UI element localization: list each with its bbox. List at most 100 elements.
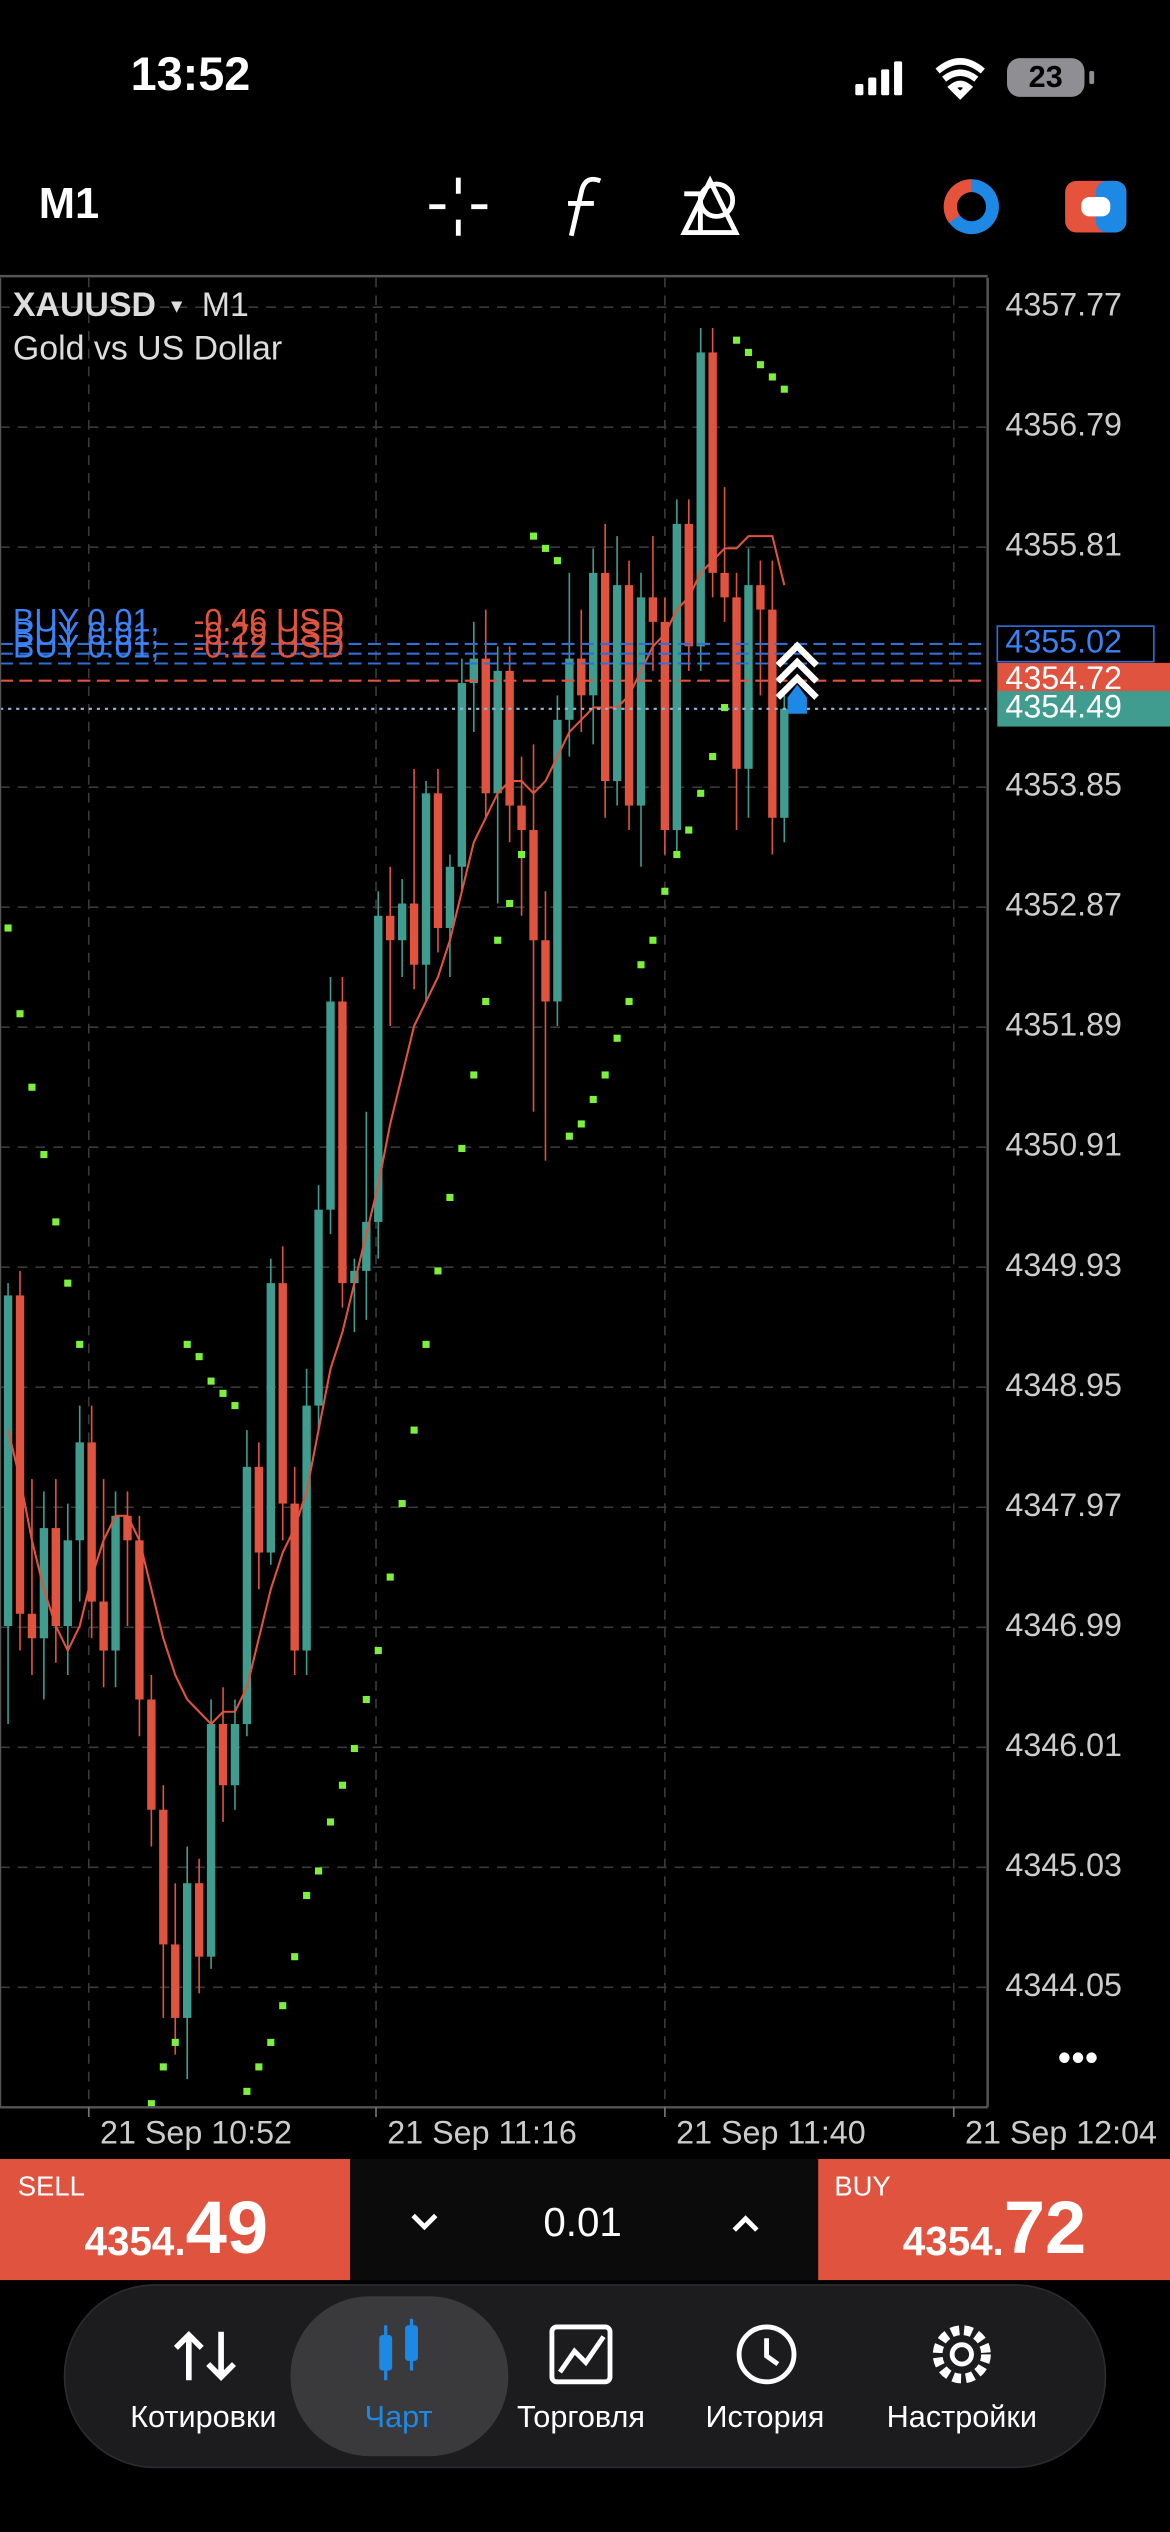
sar-dot bbox=[744, 348, 753, 356]
candle-body bbox=[780, 708, 789, 818]
indicators-button[interactable] bbox=[568, 176, 602, 237]
candle-body bbox=[99, 1601, 108, 1651]
tab-selected bbox=[290, 2296, 509, 2457]
sell-button[interactable] bbox=[0, 2158, 351, 2281]
candle-body bbox=[242, 1466, 252, 1725]
candle-body bbox=[481, 658, 490, 794]
tab-settings[interactable]: Настройки bbox=[887, 2400, 1037, 2434]
sar-dot bbox=[625, 997, 633, 1006]
sar-dot bbox=[506, 899, 514, 908]
candle-body bbox=[135, 1540, 144, 1700]
chart[interactable]: BUY 0.01, -0.46 USD BUY 0.01, -0.29 USD BUY … bbox=[0, 277, 988, 2108]
history-icon bbox=[736, 2324, 797, 2385]
signals-icon bbox=[956, 192, 987, 222]
bid-price-box bbox=[997, 691, 1170, 727]
candle-body bbox=[230, 1724, 240, 1786]
trade-icon bbox=[1081, 197, 1111, 217]
ask-price-label: 4354.72 bbox=[1005, 660, 1122, 696]
sar-dot bbox=[362, 1695, 370, 1704]
y-tick-label: 4346.01 bbox=[1005, 1727, 1122, 1763]
chart-description: Gold vs US Dollar bbox=[13, 329, 282, 367]
buy-price-main: 4354. bbox=[903, 2218, 1004, 2264]
volume-value[interactable]: 0.01 bbox=[543, 2199, 622, 2245]
trade-icon bbox=[549, 2324, 613, 2385]
tab-quotes[interactable]: Котировки bbox=[130, 2400, 276, 2434]
more-button[interactable]: ••• bbox=[1058, 2037, 1099, 2080]
battery-tip bbox=[1089, 71, 1095, 84]
chart-symbol[interactable]: XAUUSD bbox=[13, 286, 156, 324]
signals-icon bbox=[943, 179, 972, 223]
candle-body bbox=[744, 585, 753, 769]
order-side: BUY 0.01, bbox=[13, 628, 159, 664]
candle-body bbox=[302, 1405, 311, 1651]
bid-price-label: 4354.49 bbox=[1005, 688, 1122, 724]
sar-dot bbox=[589, 1095, 597, 1104]
sar-dot bbox=[553, 557, 561, 565]
sar-dot bbox=[458, 1144, 466, 1152]
tab-chart[interactable]: Чарт bbox=[365, 2400, 433, 2434]
candle-body bbox=[732, 597, 741, 769]
arrow-icon bbox=[787, 684, 807, 714]
history-icon bbox=[764, 2338, 780, 2367]
symbol-caret[interactable]: ▾ bbox=[171, 293, 183, 318]
candle-body bbox=[254, 1466, 264, 1553]
candle-body bbox=[39, 1528, 49, 1639]
y-tick-label: 4349.93 bbox=[1005, 1247, 1122, 1283]
sar-dot bbox=[410, 1426, 418, 1434]
candle-body bbox=[397, 903, 407, 941]
timeframe-button[interactable]: M1 bbox=[39, 180, 100, 228]
sar-dot bbox=[613, 1034, 621, 1042]
status-time: 13:52 bbox=[131, 48, 251, 100]
objects-button[interactable] bbox=[680, 175, 740, 235]
battery-level: 23 bbox=[1029, 60, 1063, 94]
battery-icon bbox=[1007, 58, 1085, 97]
candle-body bbox=[708, 352, 717, 573]
tab-trade[interactable]: Торговля bbox=[517, 2400, 645, 2434]
sar-dot bbox=[721, 704, 729, 712]
sar-dot bbox=[494, 936, 502, 944]
candle-body bbox=[421, 793, 431, 965]
chart-icon-part bbox=[409, 2318, 414, 2371]
sar-dot bbox=[315, 1867, 323, 1875]
order-price-label: 4355.02 bbox=[1005, 623, 1122, 659]
sar-dot bbox=[386, 1573, 394, 1581]
candle-body bbox=[445, 866, 455, 929]
y-tick-label: 4352.87 bbox=[1005, 887, 1122, 923]
y-tick-label: 4348.95 bbox=[1005, 1367, 1122, 1403]
tab-history[interactable]: История bbox=[706, 2400, 825, 2434]
candle-body bbox=[326, 1001, 335, 1210]
order-price-box bbox=[996, 625, 1155, 663]
sar-dot bbox=[76, 1340, 84, 1348]
candle-body bbox=[672, 523, 682, 831]
sar-dot bbox=[732, 336, 741, 344]
buy-button[interactable] bbox=[818, 2158, 1170, 2281]
candle-body bbox=[111, 1515, 120, 1651]
sar-dot bbox=[255, 2063, 263, 2071]
sar-dot bbox=[28, 1083, 36, 1091]
y-tick-label: 4355.81 bbox=[1005, 527, 1122, 563]
candle-body bbox=[27, 1613, 37, 1639]
sar-dot bbox=[338, 1781, 346, 1789]
candle-body bbox=[433, 793, 443, 929]
moving-average bbox=[7, 535, 786, 1726]
sar-dot bbox=[231, 1402, 239, 1410]
y-tick-label: 4351.89 bbox=[1005, 1007, 1122, 1043]
y-tick-label: 4346.99 bbox=[1005, 1607, 1122, 1643]
crosshair-button[interactable] bbox=[429, 177, 488, 236]
sar-dot bbox=[147, 2100, 155, 2108]
y-tick-label: 4357.77 bbox=[1005, 287, 1122, 323]
volume-increase[interactable] bbox=[732, 2215, 759, 2232]
trade-arrows bbox=[775, 641, 819, 714]
candle-body bbox=[612, 585, 622, 782]
candle-body bbox=[600, 572, 610, 782]
candle-body bbox=[15, 1295, 25, 1614]
volume-decrease[interactable] bbox=[411, 2213, 438, 2231]
y-tick-label: 4344.05 bbox=[1005, 1967, 1122, 2003]
y-tick-label: 4350.91 bbox=[1005, 1127, 1122, 1163]
candle-body bbox=[147, 1699, 156, 1810]
candle-body bbox=[768, 609, 777, 818]
sar-dot bbox=[16, 1010, 24, 1018]
sar-dot bbox=[219, 1389, 227, 1397]
